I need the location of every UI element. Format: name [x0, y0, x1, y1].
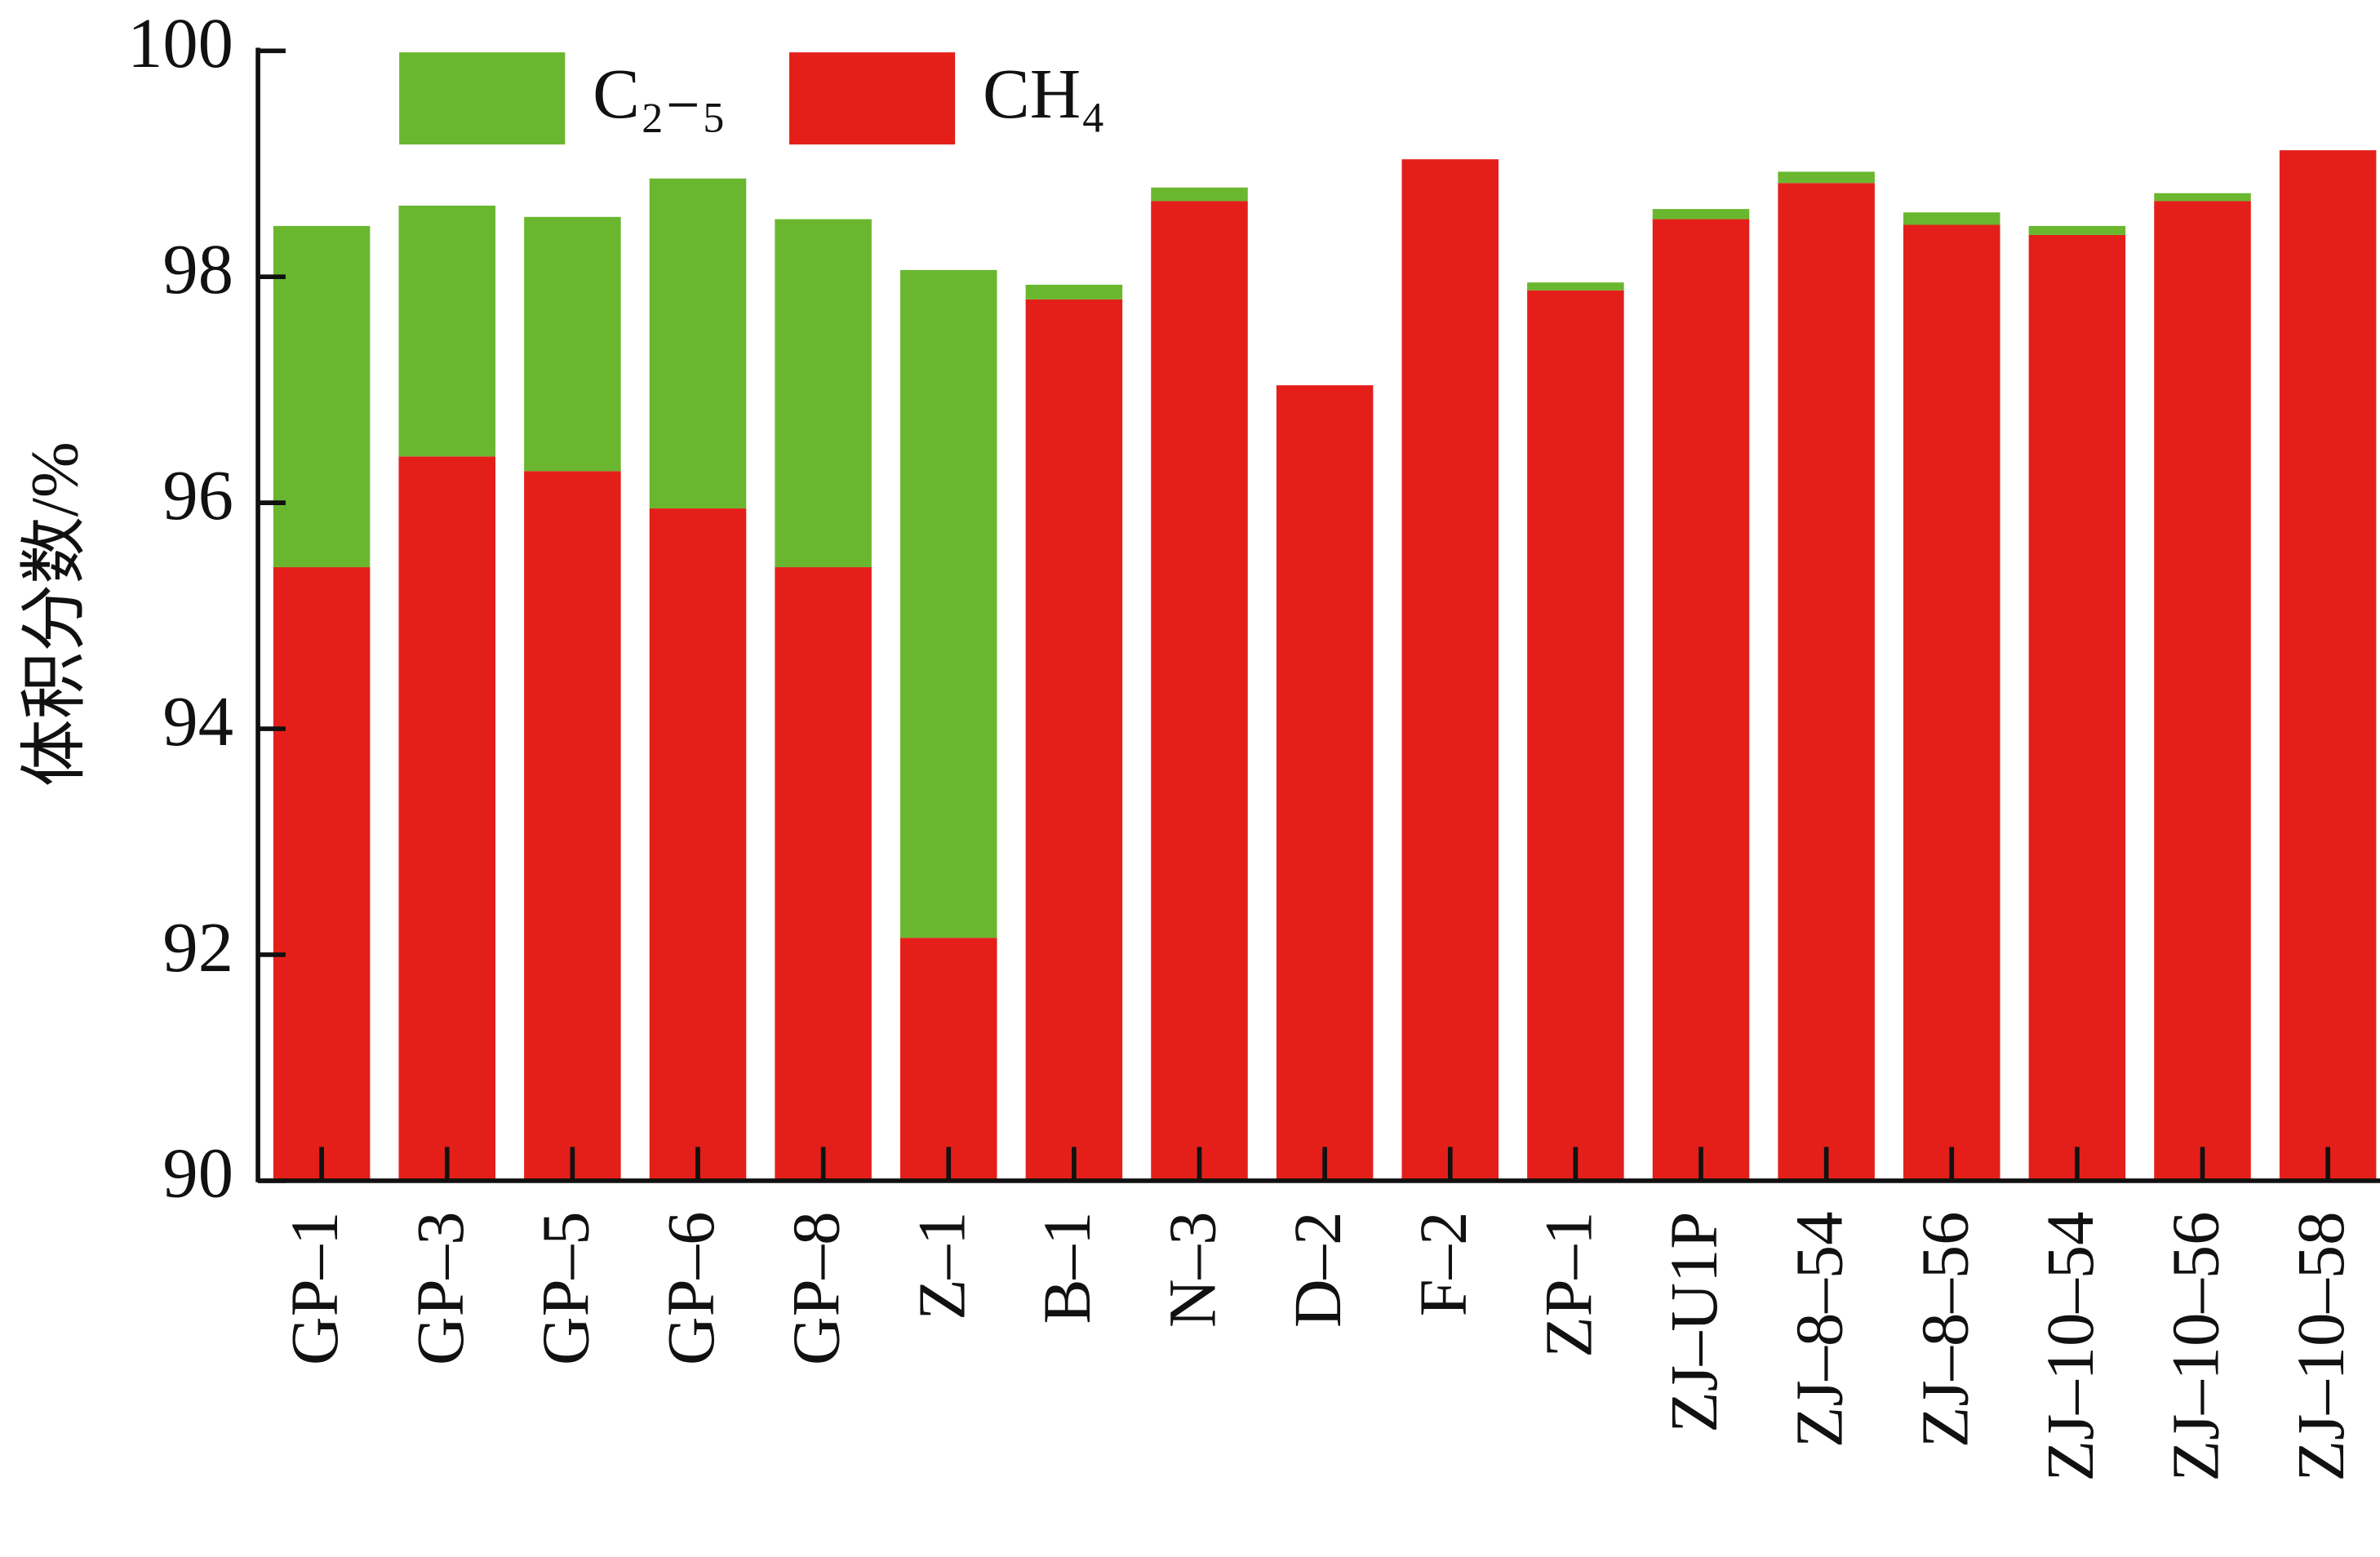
legend-label: C₂₋₅: [593, 55, 726, 133]
legend-label: CH₄: [983, 55, 1105, 133]
y-axis-label: 体积分数/%: [16, 441, 91, 787]
bar-segment: [524, 216, 621, 472]
bar-segment: [1151, 187, 1248, 202]
x-tick-label: ZJ–10–54: [2032, 1212, 2107, 1482]
x-tick-label: Z–1: [904, 1212, 979, 1320]
x-tick-label: GP–1: [277, 1212, 352, 1366]
x-tick-label: GP–6: [653, 1212, 728, 1366]
bar-segment: [1025, 299, 1123, 1181]
legend-swatch: [399, 52, 566, 145]
bar-segment: [1151, 201, 1248, 1181]
bar-segment: [273, 225, 371, 568]
bar-segment: [775, 567, 872, 1181]
bar-segment: [1903, 224, 2000, 1181]
bar-segment: [1652, 209, 1750, 220]
bar-segment: [649, 178, 747, 509]
x-tick-label: GP–5: [527, 1212, 602, 1366]
x-tick-label: GP–3: [402, 1212, 477, 1366]
bar-segment: [398, 205, 496, 457]
y-tick-label: 96: [162, 456, 233, 535]
bar-segment: [1527, 282, 1624, 291]
bar-segment: [1527, 290, 1624, 1181]
bar-segment: [1778, 171, 1875, 184]
x-tick-label: F–2: [1405, 1212, 1481, 1317]
x-tick-label: GP–8: [779, 1212, 854, 1366]
y-tick-label: 92: [162, 908, 233, 987]
bar-segment: [1652, 219, 1750, 1181]
x-tick-label: ZJ–10–58: [2283, 1212, 2358, 1482]
bar-segment: [775, 219, 872, 568]
x-tick-label: ZP–1: [1530, 1212, 1605, 1358]
x-tick-label: ZJ–8–56: [1907, 1212, 1982, 1448]
bar-segment: [1025, 284, 1123, 299]
bar-segment: [2028, 234, 2126, 1181]
bar-segment: [2154, 193, 2251, 202]
bar-segment: [1903, 212, 2000, 225]
bar-segment: [398, 456, 496, 1181]
bar-segment: [649, 508, 747, 1181]
bar-segment: [1778, 183, 1875, 1181]
bar-segment: [1276, 385, 1374, 1181]
bar-segment: [2028, 225, 2126, 235]
legend-swatch: [788, 52, 956, 145]
bar-segment: [524, 471, 621, 1181]
bar-segment: [2279, 150, 2377, 1181]
y-tick-label: 98: [162, 230, 233, 308]
y-tick-label: 90: [162, 1134, 233, 1213]
y-tick-label: 100: [127, 4, 233, 82]
bar-segment: [1401, 159, 1499, 1181]
bar-segment: [900, 938, 997, 1181]
bar-segment: [273, 567, 371, 1181]
x-tick-label: ZJ–10–56: [2158, 1212, 2233, 1482]
x-tick-label: ZJ–8–54: [1782, 1212, 1857, 1448]
bar-segment: [900, 269, 997, 938]
y-tick-label: 94: [162, 682, 233, 761]
x-tick-label: ZJ–U1P: [1656, 1212, 1731, 1433]
x-tick-label: B–1: [1029, 1212, 1104, 1324]
bar-segment: [2154, 201, 2251, 1181]
x-tick-label: N–3: [1155, 1212, 1230, 1329]
x-tick-label: D–2: [1280, 1212, 1355, 1329]
